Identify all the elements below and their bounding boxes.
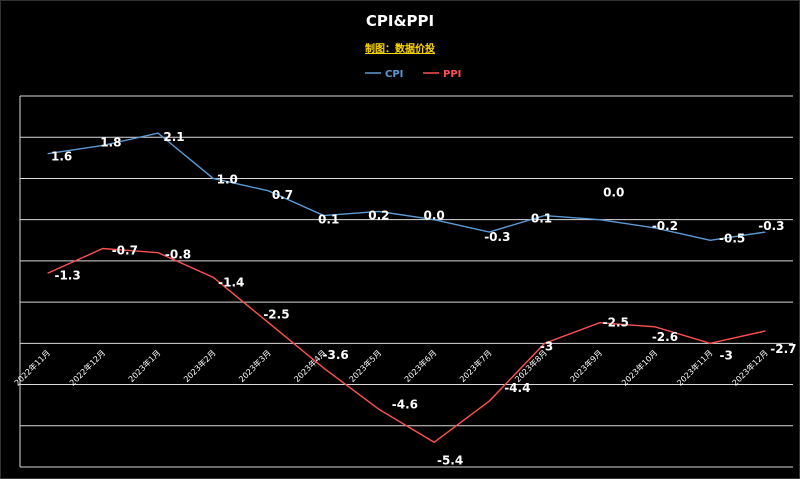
- series-line-ppi: [47, 247, 766, 444]
- data-label-cpi: -0.5: [719, 231, 745, 245]
- data-label-ppi: -1.4: [218, 275, 244, 289]
- data-label-cpi: 1.6: [51, 150, 72, 164]
- x-tick-label: 2022年12月: [67, 348, 107, 388]
- data-label-cpi: 1.0: [217, 172, 238, 186]
- data-label-cpi: -0.2: [652, 219, 678, 233]
- x-tick-label: 2023年7月: [457, 348, 493, 384]
- data-label-ppi: -4.4: [504, 381, 530, 395]
- data-label-cpi: 1.8: [100, 135, 121, 149]
- x-tick-label: 2023年12月: [730, 348, 770, 388]
- data-label-ppi: -2.5: [603, 316, 629, 330]
- data-label-ppi: -2.6: [652, 330, 678, 344]
- legend-label-ppi: PPI: [443, 69, 461, 80]
- x-tick-label: 2023年10月: [619, 348, 659, 388]
- x-tick-label: 2023年5月: [347, 348, 383, 384]
- x-tick-label: 2023年9月: [568, 348, 604, 384]
- x-tick-label: 2022年11月: [12, 348, 52, 388]
- data-label-ppi: -2.7: [770, 342, 796, 356]
- chart-subtitle: 制图：数据价投: [0, 40, 800, 55]
- data-label-cpi: 0.0: [603, 186, 624, 200]
- data-label-ppi: -3.6: [323, 348, 349, 362]
- data-label-ppi: -3: [720, 348, 733, 362]
- chart-title: CPI&PPI: [365, 12, 435, 30]
- x-tick-label: 2023年2月: [181, 348, 217, 384]
- data-label-ppi: -4.6: [392, 397, 418, 411]
- legend-label-cpi: CPI: [385, 69, 403, 80]
- chart-subtitle-text: 制图：数据价投: [365, 44, 435, 55]
- data-label-cpi: 0.0: [423, 209, 444, 223]
- x-tick-label: 2023年11月: [675, 348, 715, 388]
- x-tick-label: 2023年3月: [236, 348, 272, 384]
- data-label-ppi: -2.5: [263, 308, 289, 322]
- data-label-cpi: 2.1: [163, 130, 184, 144]
- data-label-cpi: -0.3: [484, 230, 510, 244]
- data-label-cpi: 0.2: [368, 208, 389, 222]
- x-tick-label: 2023年1月: [126, 348, 162, 384]
- x-tick-label: 2023年6月: [402, 348, 438, 384]
- data-label-ppi: -3: [540, 339, 553, 353]
- data-label-ppi: -1.3: [54, 268, 80, 282]
- data-label-cpi: 0.1: [318, 213, 339, 227]
- data-label-cpi: 0.7: [272, 188, 293, 202]
- data-label-ppi: -0.7: [112, 244, 138, 258]
- data-label-ppi: -5.4: [437, 453, 463, 467]
- data-label-cpi: -0.3: [758, 219, 784, 233]
- data-label-ppi: -0.8: [165, 248, 191, 262]
- data-label-cpi: 0.1: [531, 212, 552, 226]
- series-line-cpi: [47, 132, 766, 241]
